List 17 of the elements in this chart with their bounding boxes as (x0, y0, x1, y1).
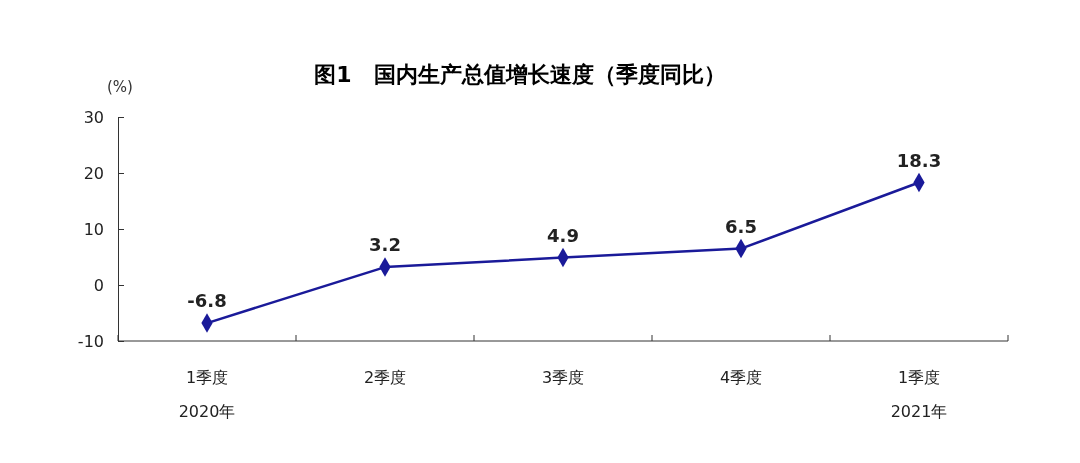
x-tick-label: 4季度 (719, 368, 763, 387)
data-label: 4.9 (547, 224, 579, 246)
y-tick-label: 30 (83, 107, 104, 127)
data-label: 18.3 (896, 149, 942, 171)
y-tick-label: 10 (83, 219, 104, 239)
y-tick-label: 0 (93, 275, 104, 295)
data-label: -6.8 (187, 290, 227, 312)
data-label: 6.5 (725, 215, 757, 237)
data-label: 3.2 (369, 234, 401, 256)
y-tick-label: -10 (77, 331, 104, 351)
y-tick-label: 20 (83, 163, 104, 183)
x-tick-label: 3季度 (541, 368, 585, 387)
chart-title: 图1 国内生产总值增长速度（季度同比） (314, 62, 726, 87)
x-tick-label: 1季度 2021年 (890, 368, 948, 421)
x-tick-label: 1季度 2020年 (178, 368, 236, 421)
x-tick-label: 2季度 (363, 368, 407, 387)
y-axis-title: (%) (107, 78, 133, 96)
